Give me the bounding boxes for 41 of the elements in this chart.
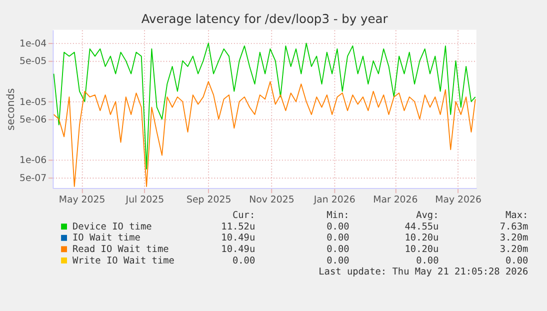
text: 0.00: [232, 255, 256, 266]
x-tick-label: Jan 2026: [312, 194, 356, 206]
text: 10.20u: [404, 244, 439, 255]
text: Avg:: [416, 210, 439, 222]
x-tick-label: Sep 2025: [186, 194, 232, 206]
text: 0.00: [506, 255, 529, 266]
text: 10.49u: [221, 232, 256, 244]
legend-label: IO Wait time: [72, 232, 141, 244]
text: Cur:: [232, 210, 256, 222]
y-tick-label: 1e-05: [19, 96, 47, 108]
x-tick-label: May 2025: [58, 194, 106, 206]
y-tick-label: 1e-04: [19, 38, 47, 50]
text: 0.00: [416, 255, 440, 266]
text: 0.00: [326, 244, 350, 255]
text: 7.63m: [500, 221, 528, 232]
legend-label: Write IO Wait time: [72, 255, 175, 266]
y-tick-label: 5e-06: [19, 114, 47, 126]
text: 10.20u: [404, 232, 439, 244]
y-tick-label: 5e-07: [19, 172, 47, 184]
text: 11.52u: [221, 221, 256, 232]
legend-label: Device IO time: [72, 221, 152, 232]
text: 44.55u: [404, 221, 439, 232]
text: 3.20m: [500, 244, 528, 255]
chart-title: Average latency for /dev/loop3 - by year: [141, 12, 389, 26]
text: 0.00: [326, 221, 350, 232]
y-tick-label: 5e-05: [19, 56, 47, 68]
line-series: [53, 42, 476, 170]
text: Last update: Thu May 21 21:05:28 2026: [318, 266, 528, 278]
x-tick-label: Mar 2026: [373, 194, 418, 206]
text: 10.49u: [221, 244, 256, 255]
legend-label: Read IO Wait time: [72, 244, 170, 255]
text: 0.00: [326, 232, 350, 244]
x-tick-label: Jul 2025: [124, 194, 164, 206]
x-tick-label: Nov 2025: [249, 194, 294, 206]
y-axis-title: seconds: [4, 88, 17, 131]
text: Max:: [506, 210, 528, 222]
text: Min:: [326, 210, 350, 222]
text: 3.20m: [500, 232, 528, 244]
text: 0.00: [326, 255, 350, 266]
y-tick-label: 1e-06: [19, 155, 47, 166]
x-tick-label: May 2026: [435, 194, 482, 206]
